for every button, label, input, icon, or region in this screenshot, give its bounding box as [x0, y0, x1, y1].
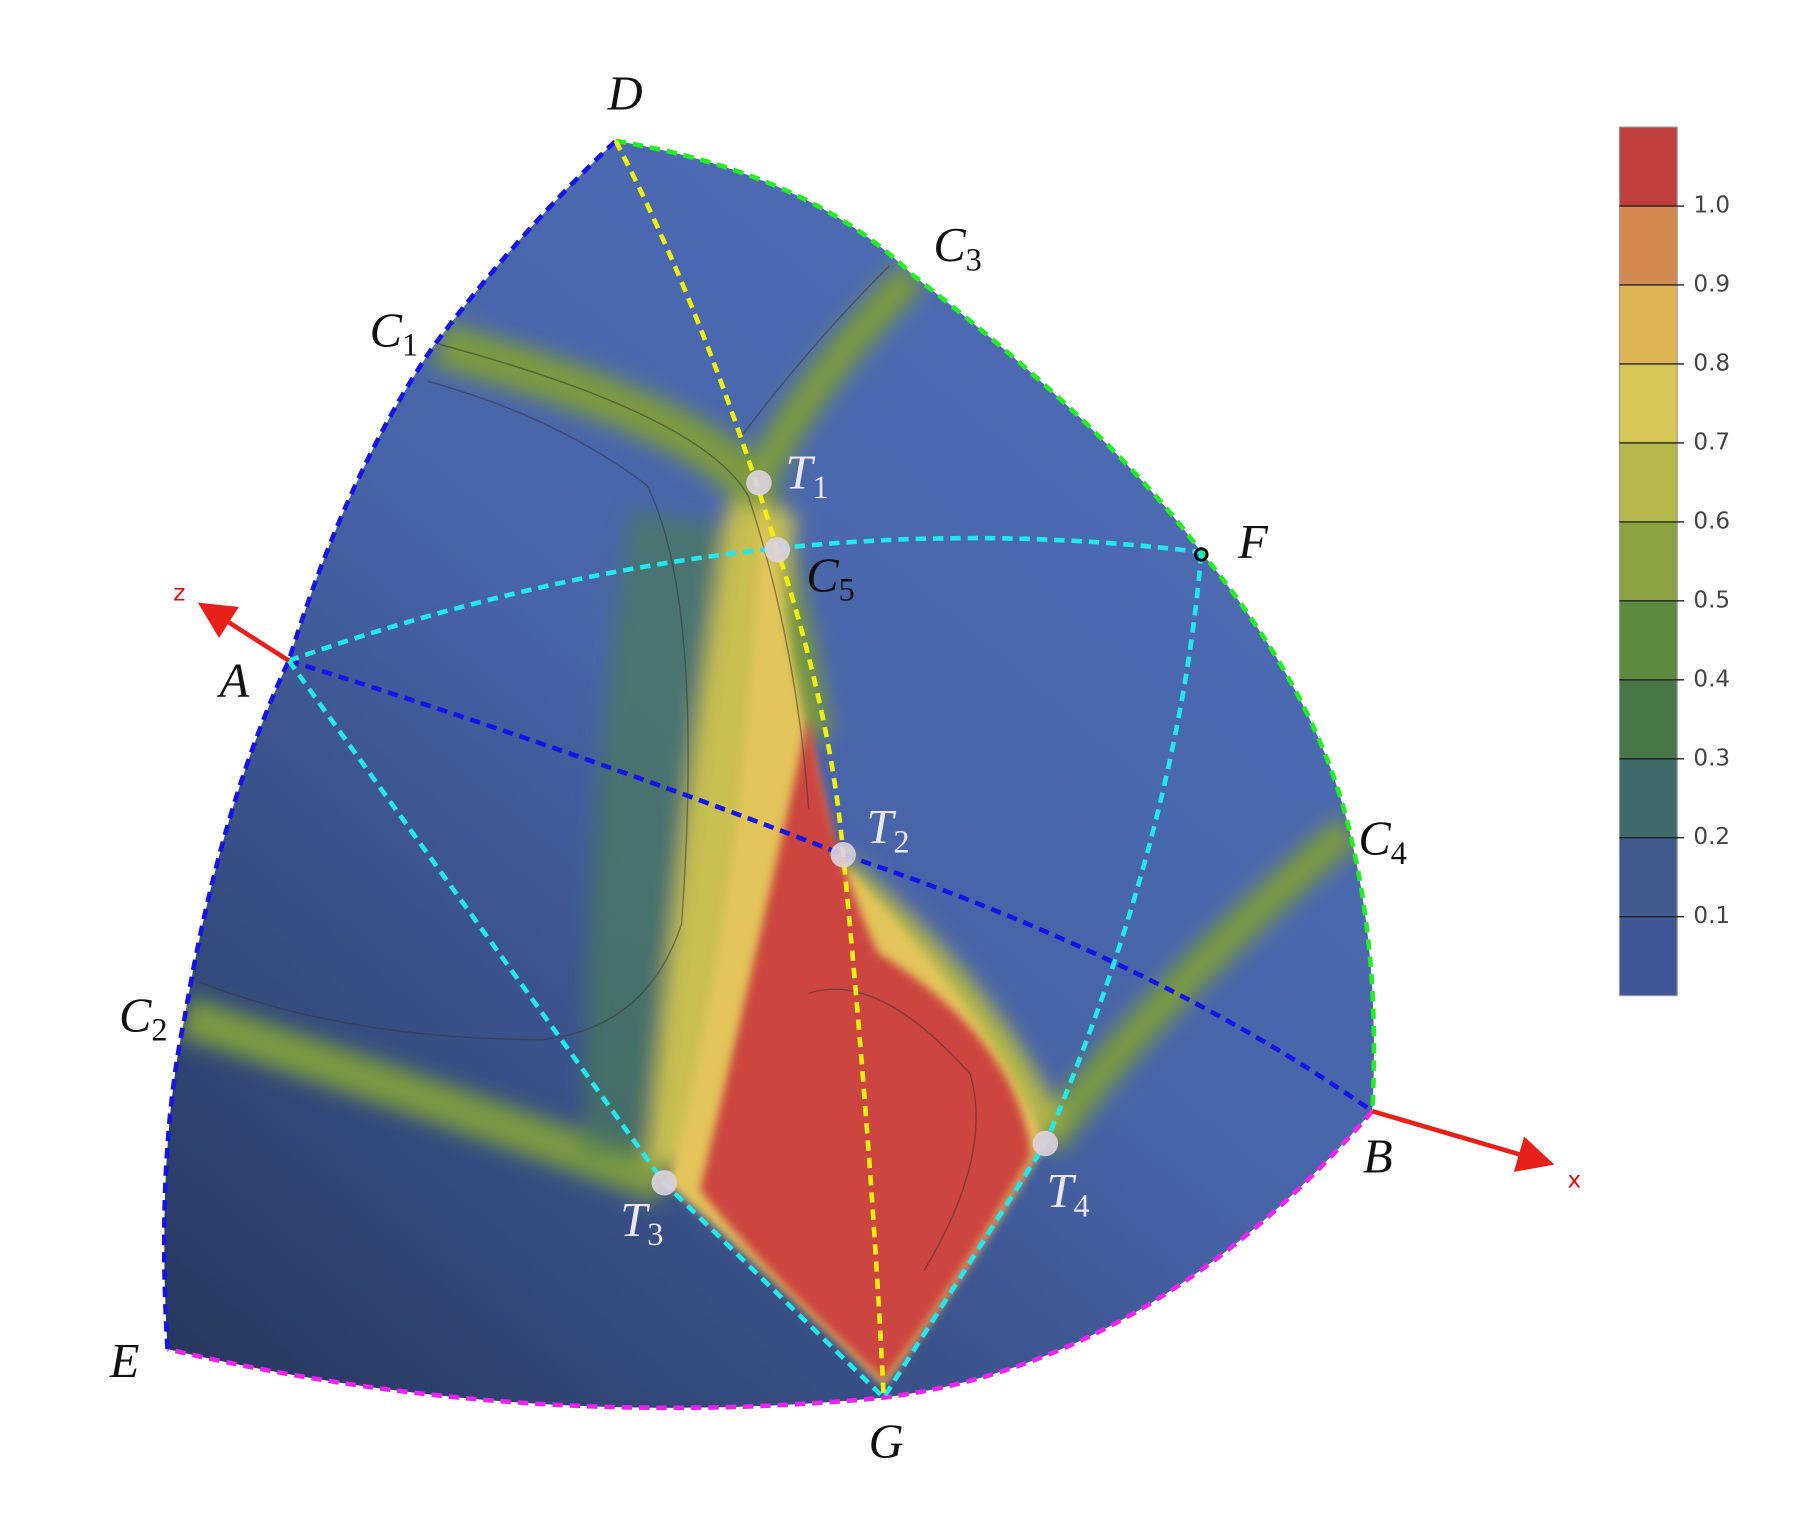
colorbar-tick-label: 0.2	[1693, 824, 1730, 850]
colorbar-band	[1619, 206, 1678, 285]
label-subscript: 1	[812, 469, 828, 505]
label-letter: D	[607, 68, 643, 121]
point-label: C5	[806, 549, 855, 607]
point-label: C3	[933, 219, 982, 277]
label-letter: C	[370, 305, 403, 358]
colorbar-tick-label: 0.9	[1693, 271, 1730, 297]
colorbar-tick-label: 0.5	[1693, 587, 1730, 613]
label-subscript: 2	[151, 1012, 167, 1048]
colorbar-band	[1619, 363, 1678, 443]
point-label: A	[217, 655, 250, 708]
label-subscript: 4	[1391, 835, 1407, 871]
boundary-lines	[161, 138, 1377, 1411]
label-letter: E	[109, 1335, 140, 1388]
label-letter: G	[869, 1416, 904, 1469]
point-label: G	[869, 1416, 904, 1469]
label-letter: C	[933, 219, 966, 272]
colorbar: 0.1 0.2 0.3 0.4 0.5 0.6 0.7 0.8 0.9 1.0	[1618, 126, 1730, 997]
axis-label: x	[1567, 1167, 1581, 1193]
label-letter: C	[806, 549, 839, 602]
label-letter: F	[1237, 516, 1269, 569]
point-label: C2	[119, 989, 168, 1047]
point-label: T3	[620, 1194, 663, 1252]
point-label: D	[607, 68, 643, 121]
point-label: C1	[370, 305, 419, 363]
points	[651, 470, 1059, 1196]
label-subscript: 5	[839, 572, 855, 608]
colorbar-tick-label: 0.4	[1693, 666, 1730, 692]
colorbar-band	[1619, 521, 1678, 601]
point-label: F	[1237, 516, 1269, 569]
point-label: T4	[1047, 1165, 1090, 1223]
point-label: E	[109, 1335, 140, 1388]
colorbar-band	[1619, 600, 1678, 680]
label-letter: A	[217, 655, 250, 708]
colorbar-tick-label: 0.1	[1693, 903, 1730, 929]
point-label: T1	[785, 447, 828, 505]
label-letter: T	[620, 1194, 650, 1247]
colorbar-band	[1619, 916, 1678, 996]
label-subscript: 1	[402, 327, 418, 363]
label-subscript: 2	[893, 823, 909, 859]
point-marker	[1194, 547, 1209, 562]
label-subscript: 3	[966, 241, 982, 277]
point-label: T2	[866, 801, 909, 859]
colorbar-tick-label: 0.6	[1693, 508, 1730, 534]
colorbar-band	[1619, 679, 1678, 759]
label-subscript: 4	[1074, 1187, 1090, 1223]
label-letter: C	[1358, 813, 1391, 866]
label-letter: B	[1363, 1130, 1393, 1183]
colorbar-tick-label: 1.0	[1693, 193, 1730, 219]
point-label: C4	[1358, 813, 1407, 871]
colorbar-band	[1619, 758, 1678, 838]
colorbar-frame	[1618, 126, 1678, 997]
colorbar-band	[1619, 284, 1678, 364]
colorbar-tick-label: 0.7	[1693, 429, 1730, 455]
colorbar-band	[1619, 837, 1678, 917]
colorbar-band	[1619, 442, 1678, 522]
point-label: B	[1363, 1130, 1393, 1183]
label-letter: T	[866, 801, 896, 854]
colorbar-tick-label: 0.8	[1693, 350, 1730, 376]
axis-label: z	[173, 581, 185, 607]
label-subscript: 3	[647, 1216, 663, 1252]
label-letter: T	[785, 447, 815, 500]
colorbar-band	[1619, 127, 1678, 207]
label-letter: C	[119, 989, 152, 1042]
label-letter: T	[1047, 1165, 1077, 1218]
axes-arrows: z x	[173, 581, 1581, 1194]
colorbar-tick-label: 0.3	[1693, 745, 1730, 771]
